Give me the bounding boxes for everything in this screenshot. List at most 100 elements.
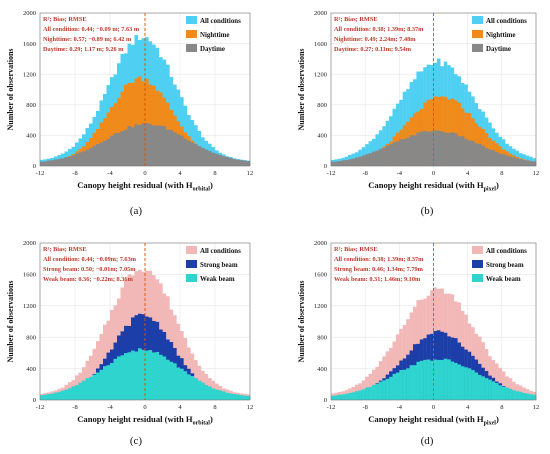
x-tick-label: 4 (466, 404, 470, 411)
x-tick-label: -12 (327, 170, 336, 177)
legend-label: Daytime (486, 46, 511, 53)
histogram-bar (50, 393, 55, 400)
histogram-bar (43, 394, 48, 400)
legend-swatch (186, 260, 197, 268)
legend-swatch (472, 16, 483, 24)
histogram-bar (131, 127, 135, 166)
histogram-bar (368, 386, 373, 400)
histogram-bar (419, 131, 424, 166)
histogram-bar (447, 359, 451, 400)
histogram-bar (532, 394, 537, 400)
histogram-bar (334, 161, 338, 166)
histogram-bar (138, 124, 142, 166)
x-tick-label: -4 (107, 170, 113, 177)
legend-label: All conditions (200, 248, 241, 255)
x-tick-label: -8 (72, 404, 77, 411)
x-axis-label-main: Canopy height residual (with H (368, 414, 484, 424)
histogram-bar (162, 126, 167, 166)
histogram-bar (243, 395, 247, 400)
histogram-bar (152, 125, 156, 166)
histogram-bar (78, 152, 83, 166)
legend: All conditions Strong beam Weak beam (472, 246, 527, 283)
histogram-bar (236, 159, 240, 166)
histogram-bar (518, 391, 523, 400)
histogram-bar (416, 132, 420, 166)
histogram-bar (96, 372, 100, 400)
x-axis-label-subscript: pixel (484, 421, 497, 427)
histogram-bar (402, 369, 407, 400)
y-tick-label: 400 (317, 366, 327, 373)
histogram-bar (488, 379, 492, 400)
histogram-bar (124, 129, 128, 166)
histogram-bar (419, 360, 424, 400)
histogram-bar (194, 378, 198, 400)
histogram-bar (457, 136, 461, 166)
stats-line: Nighttime: 0.49; 2.24m; 7.48m (334, 36, 416, 43)
y-tick-label: 800 (317, 102, 327, 109)
histogram-bar (61, 158, 65, 166)
histogram-bar (491, 381, 496, 400)
histogram-bar (103, 366, 107, 400)
histogram-bar (89, 376, 93, 400)
histogram-bar (467, 140, 472, 166)
histogram-bar (341, 394, 345, 400)
histogram-bar (166, 129, 170, 166)
histogram-bar (498, 385, 502, 400)
histogram-bar (337, 394, 342, 400)
histogram-bar (436, 359, 441, 400)
y-tick-label: 400 (26, 133, 36, 140)
histogram-bar (113, 358, 118, 400)
histogram-bar (92, 145, 97, 166)
legend: All conditions Nighttime Daytime (186, 16, 241, 53)
x-tick-label: -12 (36, 404, 45, 411)
x-tick-label: -8 (362, 404, 367, 411)
y-tick-label: 2000 (23, 10, 36, 17)
histogram-bar (225, 157, 230, 166)
histogram-bar (173, 363, 177, 400)
legend-swatch (472, 246, 483, 254)
stats-annotation: R²; Bias; RMSE All condition: 0.38; 1.39m… (334, 16, 424, 53)
x-axis-label: Canopy height residual (with Horbital) (77, 414, 213, 427)
stats-line: Nighttime: 0.57; −0.89 m; 6.42 m (43, 36, 132, 43)
histogram-bar (124, 353, 128, 400)
x-tick-label: 8 (213, 404, 216, 411)
histogram-bar (450, 132, 455, 166)
histogram-bar (225, 392, 230, 400)
stats-line: R²; Bias; RMSE (334, 246, 378, 253)
x-tick-label: 4 (178, 404, 182, 411)
histogram-bar (85, 149, 90, 166)
histogram-bar (208, 150, 212, 166)
histogram-bar (518, 159, 523, 166)
histogram-bar (508, 388, 513, 400)
legend-swatch (186, 246, 197, 254)
histogram-bar (372, 384, 376, 400)
histogram-bar (176, 367, 181, 400)
histogram-bar (183, 138, 188, 166)
histogram-bar (162, 356, 167, 400)
histogram-bar (399, 139, 403, 166)
histogram-bar (525, 393, 530, 400)
legend-label: Daytime (200, 46, 225, 53)
histogram-bar (155, 125, 160, 166)
histogram-bar (169, 361, 174, 400)
legend-label: Weak beam (486, 276, 521, 283)
histogram-bar (246, 395, 251, 400)
histogram-bar (331, 395, 335, 400)
histogram-bar (89, 148, 93, 166)
x-tick-label: 8 (213, 170, 216, 177)
plot-frame (39, 12, 251, 167)
histogram-bar (474, 372, 479, 400)
histogram-bar (47, 160, 51, 166)
histogram-bar (155, 351, 160, 400)
histogram-bar (103, 140, 107, 166)
x-tick-label: 8 (500, 170, 503, 177)
x-axis-label-close: ) (210, 414, 213, 424)
histogram-bar (218, 155, 223, 166)
histogram-bar (57, 391, 62, 400)
histogram-bar (488, 149, 492, 166)
stats-line: All condition: 0.44; −0.09m; 7.63m (43, 256, 137, 263)
stats-line: Weak beam: 0.36; −0.22m; 8.36m (43, 276, 134, 283)
stats-line: All condition: 0.38; 1.39m; 8.37m (334, 26, 424, 33)
histogram-bar (529, 160, 533, 166)
histogram-bar (440, 131, 444, 166)
